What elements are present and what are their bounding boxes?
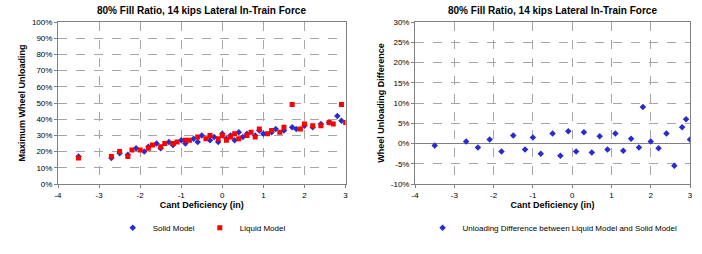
svg-text:3: 3 [343, 191, 348, 200]
svg-text:Cant Deficiency (in): Cant Deficiency (in) [511, 200, 595, 210]
svg-text:80% Fill Ratio, 14 kips Latera: 80% Fill Ratio, 14 kips Lateral In-Train… [448, 5, 657, 16]
svg-text:2: 2 [302, 191, 307, 200]
svg-text:-2: -2 [137, 191, 145, 200]
svg-text:-4: -4 [54, 191, 62, 200]
svg-text:90%: 90% [36, 34, 52, 43]
svg-text:80%: 80% [36, 50, 52, 59]
svg-text:100%: 100% [32, 18, 52, 27]
svg-text:40%: 40% [36, 115, 52, 124]
svg-text:Solid Model: Solid Model [153, 224, 195, 233]
svg-text:25%: 25% [393, 38, 409, 47]
svg-text:2: 2 [649, 191, 654, 200]
svg-text:50%: 50% [36, 99, 52, 108]
svg-text:20%: 20% [393, 58, 409, 67]
svg-text:-4: -4 [412, 191, 420, 200]
svg-text:60%: 60% [36, 83, 52, 92]
svg-text:0%: 0% [41, 180, 53, 189]
svg-text:-2: -2 [490, 191, 498, 200]
svg-text:80% Fill Ratio, 14 kips Latera: 80% Fill Ratio, 14 kips Lateral In-Train… [97, 5, 306, 16]
svg-text:Cant Deficiency (in): Cant Deficiency (in) [160, 200, 244, 210]
svg-text:1: 1 [261, 191, 266, 200]
svg-text:-10%: -10% [391, 180, 410, 189]
svg-text:15%: 15% [393, 79, 409, 88]
svg-text:0: 0 [570, 191, 575, 200]
svg-text:30%: 30% [36, 131, 52, 140]
svg-text:-1: -1 [178, 191, 186, 200]
svg-text:-3: -3 [96, 191, 104, 200]
svg-text:30%: 30% [393, 18, 409, 27]
svg-text:-5%: -5% [395, 160, 409, 169]
svg-text:Unloading Difference between L: Unloading Difference between Liquid Mode… [463, 224, 677, 233]
svg-text:Maximum Wheel Unloading: Maximum Wheel Unloading [17, 44, 27, 161]
svg-text:10%: 10% [36, 164, 52, 173]
svg-text:Liquid Model: Liquid Model [240, 224, 286, 233]
svg-text:5%: 5% [398, 119, 410, 128]
svg-text:0%: 0% [398, 139, 410, 148]
svg-text:Wheel Unloading Difference: Wheel Unloading Difference [376, 43, 386, 163]
svg-text:3: 3 [688, 191, 693, 200]
svg-text:70%: 70% [36, 66, 52, 75]
svg-text:20%: 20% [36, 147, 52, 156]
svg-text:-1: -1 [529, 191, 537, 200]
svg-text:10%: 10% [393, 99, 409, 108]
svg-text:1: 1 [609, 191, 614, 200]
svg-text:-3: -3 [451, 191, 459, 200]
svg-text:0: 0 [220, 191, 225, 200]
